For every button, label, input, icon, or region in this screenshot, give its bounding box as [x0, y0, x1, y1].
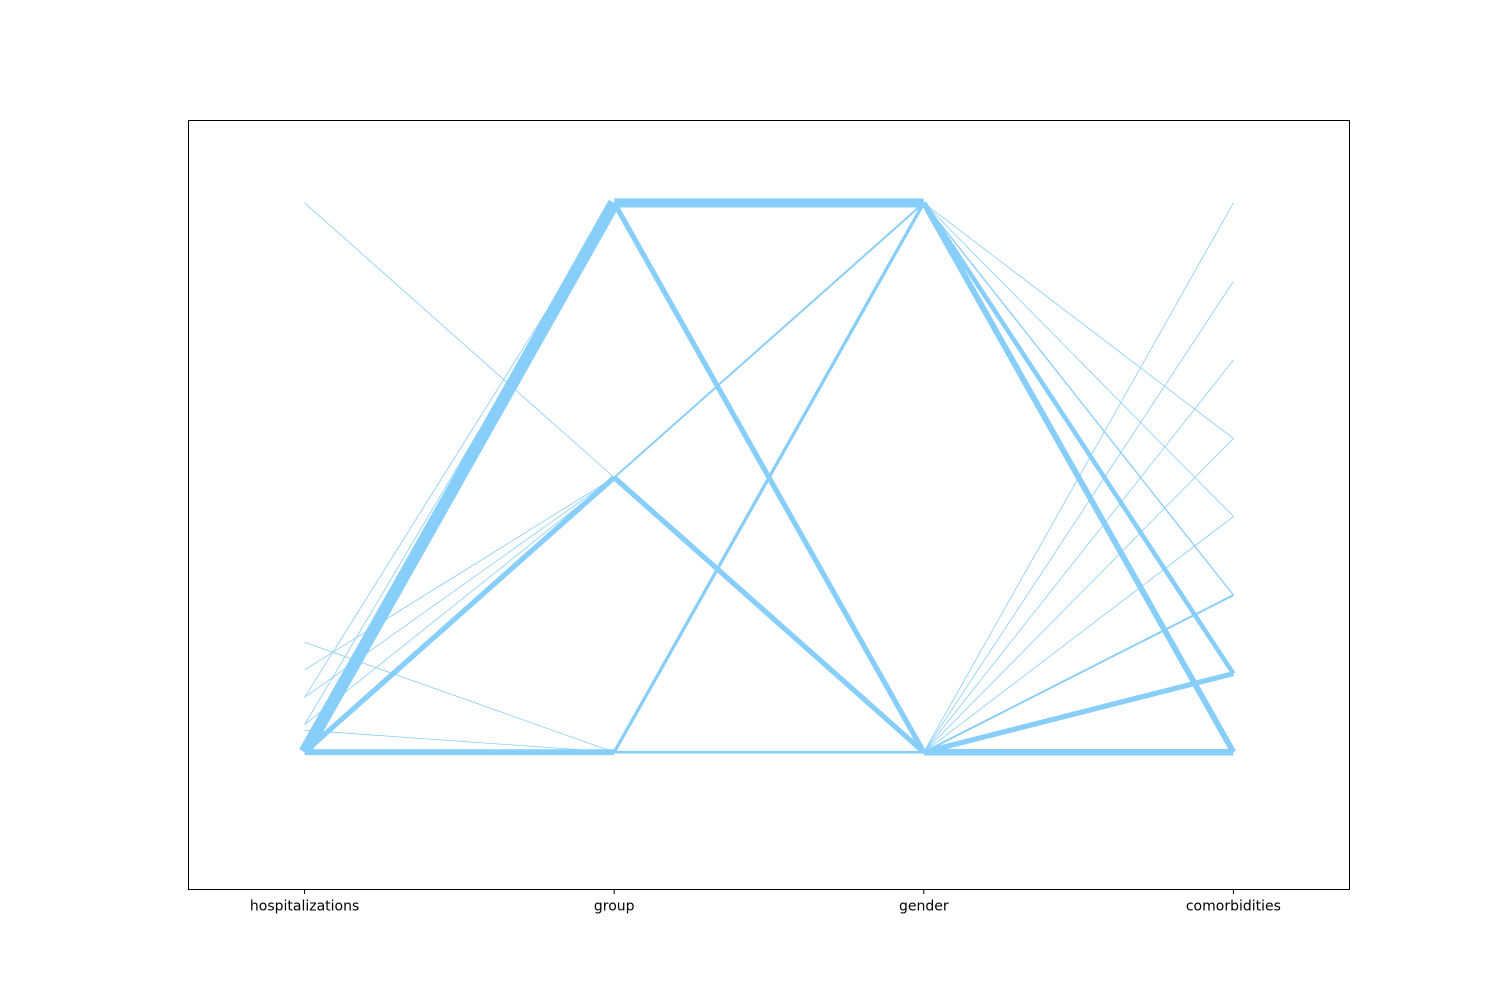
- flow-line-0-1-7: [304, 477, 615, 671]
- x-tick-label-group: group: [594, 899, 635, 915]
- flow-line-0-1-0: [299, 199, 620, 756]
- flow-line-2-3-29: [923, 202, 1234, 753]
- x-tick-label-gender: gender: [899, 899, 949, 915]
- x-tick-label-comorbidities: comorbidities: [1186, 899, 1281, 915]
- flow-line-2-3-25: [923, 516, 1234, 753]
- flow-line-2-3-20: [923, 202, 1234, 517]
- flow-line-0-1-6: [304, 477, 615, 698]
- flow-line-2-3-18: [921, 201, 1236, 675]
- flow-line-0-1-3: [304, 202, 615, 725]
- flow-line-0-1-10: [304, 729, 615, 753]
- flow-line-2-3-28: [923, 281, 1234, 753]
- flow-line-2-3-27: [923, 359, 1234, 753]
- flow-line-1-2-14: [612, 475, 926, 755]
- flow-line-0-1-4: [304, 477, 615, 726]
- plot-frame: [188, 120, 1350, 890]
- flow-line-2-3-24: [923, 594, 1234, 754]
- flow-line-2-3-26: [923, 438, 1234, 753]
- flow-lines: [299, 198, 1236, 756]
- flow-line-1-2-13: [613, 202, 925, 479]
- flow-line-0-1-8: [304, 641, 615, 753]
- flow-line-2-3-21: [923, 202, 1234, 439]
- x-axis-labels: hospitalizations group gender comorbidities: [250, 899, 1281, 915]
- x-tick-label-hospitalizations: hospitalizations: [250, 899, 359, 915]
- flow-line-1-2-15: [612, 202, 926, 753]
- flow-line-2-3-23: [923, 671, 1235, 755]
- flow-line-0-1-1: [302, 475, 616, 755]
- x-axis-ticks: [304, 889, 1234, 894]
- flow-line-0-1-9: [304, 202, 615, 478]
- flow-line-2-3-19: [923, 202, 1234, 596]
- flow-line-0-1-5: [304, 202, 615, 698]
